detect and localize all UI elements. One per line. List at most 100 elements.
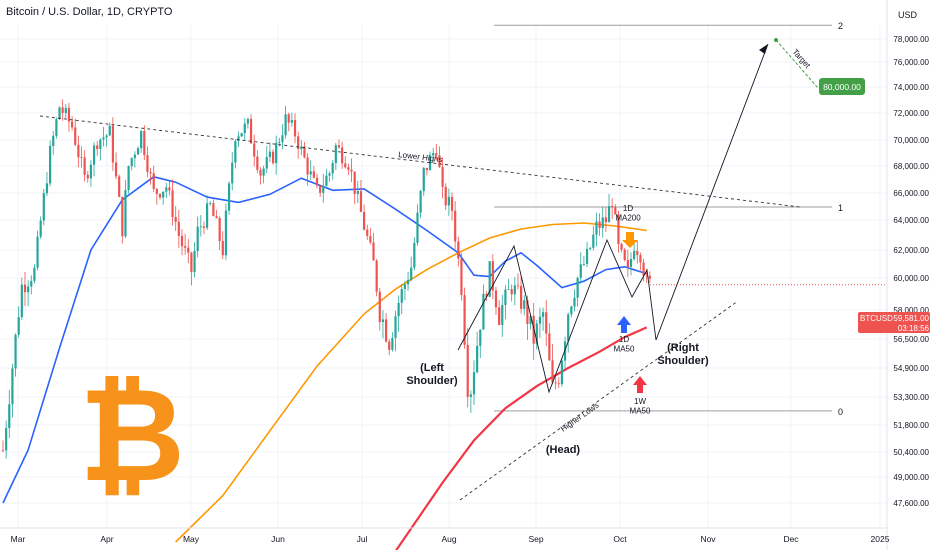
time-tick-label: May (183, 534, 200, 544)
candle-body (504, 289, 507, 305)
candle-body (275, 142, 278, 164)
price-tick-label: 78,000.00 (893, 35, 929, 44)
candle-body (629, 258, 633, 268)
candle-body (325, 175, 328, 186)
candle-body (334, 145, 337, 163)
price-tick-label: 47,600.00 (893, 499, 929, 508)
candle-body (645, 275, 648, 277)
candle-body (507, 289, 510, 290)
price-tick-label: 72,000.00 (893, 109, 929, 118)
pattern-zigzag (457, 43, 769, 394)
candle-body (344, 163, 347, 168)
candle-body (372, 242, 375, 261)
candle-body (184, 246, 187, 248)
candle-body (444, 186, 447, 206)
moving-averages (2, 175, 648, 550)
candle-body (196, 226, 199, 252)
candle-body (607, 205, 611, 223)
candle-body (406, 279, 410, 285)
candle-body (328, 173, 331, 176)
candle-body (604, 217, 607, 223)
candle-body (114, 162, 118, 177)
ma50-1w-arrow-icon (633, 376, 647, 393)
candle-body (560, 360, 564, 385)
candle-body (337, 145, 341, 148)
candle-body (450, 197, 454, 211)
candle-body (432, 153, 435, 156)
candle-body (488, 261, 491, 297)
candle-body (287, 114, 290, 123)
candle-body (36, 236, 39, 268)
candle-body (425, 167, 428, 171)
candle-body (535, 323, 538, 344)
candle-body (601, 217, 604, 229)
candle-body (460, 258, 463, 296)
candle-body (231, 162, 234, 184)
candle-body (626, 259, 629, 268)
candle-body (105, 135, 108, 138)
price-tick-label: 68,000.00 (893, 162, 929, 171)
candle-body (152, 173, 155, 189)
candle-body (136, 148, 140, 155)
fib-levels: 2 1 0 (494, 21, 843, 417)
candle-body (403, 284, 407, 289)
fib-level-label: 2 (838, 21, 843, 31)
candle-body (554, 382, 557, 384)
candle-body (180, 235, 184, 247)
time-tick-label: Mar (11, 534, 26, 544)
candle-body (27, 286, 30, 293)
target-badge-value: 80,000.00 (823, 82, 861, 92)
candle-body (133, 154, 136, 159)
candle-body (227, 183, 231, 211)
candle-body (312, 171, 315, 178)
candle-body (124, 190, 127, 237)
candle-body (598, 221, 601, 229)
candle-body (42, 193, 45, 221)
candle-body (347, 167, 350, 170)
candle-body (341, 147, 344, 164)
candle-body (70, 121, 74, 128)
candle-body (545, 312, 548, 334)
candle-body (576, 277, 579, 298)
candle-body (290, 120, 293, 123)
candle-body (585, 248, 589, 264)
candle-body (206, 203, 209, 228)
candle-body (315, 177, 319, 186)
candle-body (551, 360, 554, 383)
candle-body (11, 368, 14, 405)
candle-body (52, 135, 55, 147)
candle-body (614, 207, 617, 215)
candle-body (268, 151, 271, 158)
candle-body (162, 191, 165, 198)
candle-body (359, 191, 363, 212)
ma50-1d-label: 1D MA50 (614, 335, 635, 354)
candle-body (193, 251, 196, 273)
candle-body (146, 155, 149, 172)
time-tick-label: Apr (100, 534, 113, 544)
candle-body (215, 216, 218, 219)
currency-label: USD (898, 10, 918, 20)
candle-body (557, 383, 560, 385)
candle-body (454, 210, 457, 242)
candle-body (293, 120, 297, 137)
candle-body (582, 263, 585, 265)
candle-body (55, 119, 58, 136)
candle-body (127, 166, 130, 191)
price-tick-label: 50,400.00 (893, 448, 929, 457)
candle-body (234, 141, 237, 163)
candle-body (570, 306, 573, 315)
ma50-1d-arrow-icon (617, 316, 631, 333)
candle-body (623, 249, 626, 260)
candle-body (567, 314, 570, 342)
candle-body (130, 158, 133, 167)
candle-body (381, 319, 385, 322)
candle-body (102, 137, 105, 140)
candle-body (306, 157, 309, 175)
candle-body (476, 345, 479, 373)
fib-level-label: 1 (838, 203, 843, 213)
price-tick-label: 74,000.00 (893, 83, 929, 92)
candle-body (240, 133, 243, 137)
candle-body (92, 145, 96, 165)
last-price-value: 59,581.00 (893, 314, 929, 323)
